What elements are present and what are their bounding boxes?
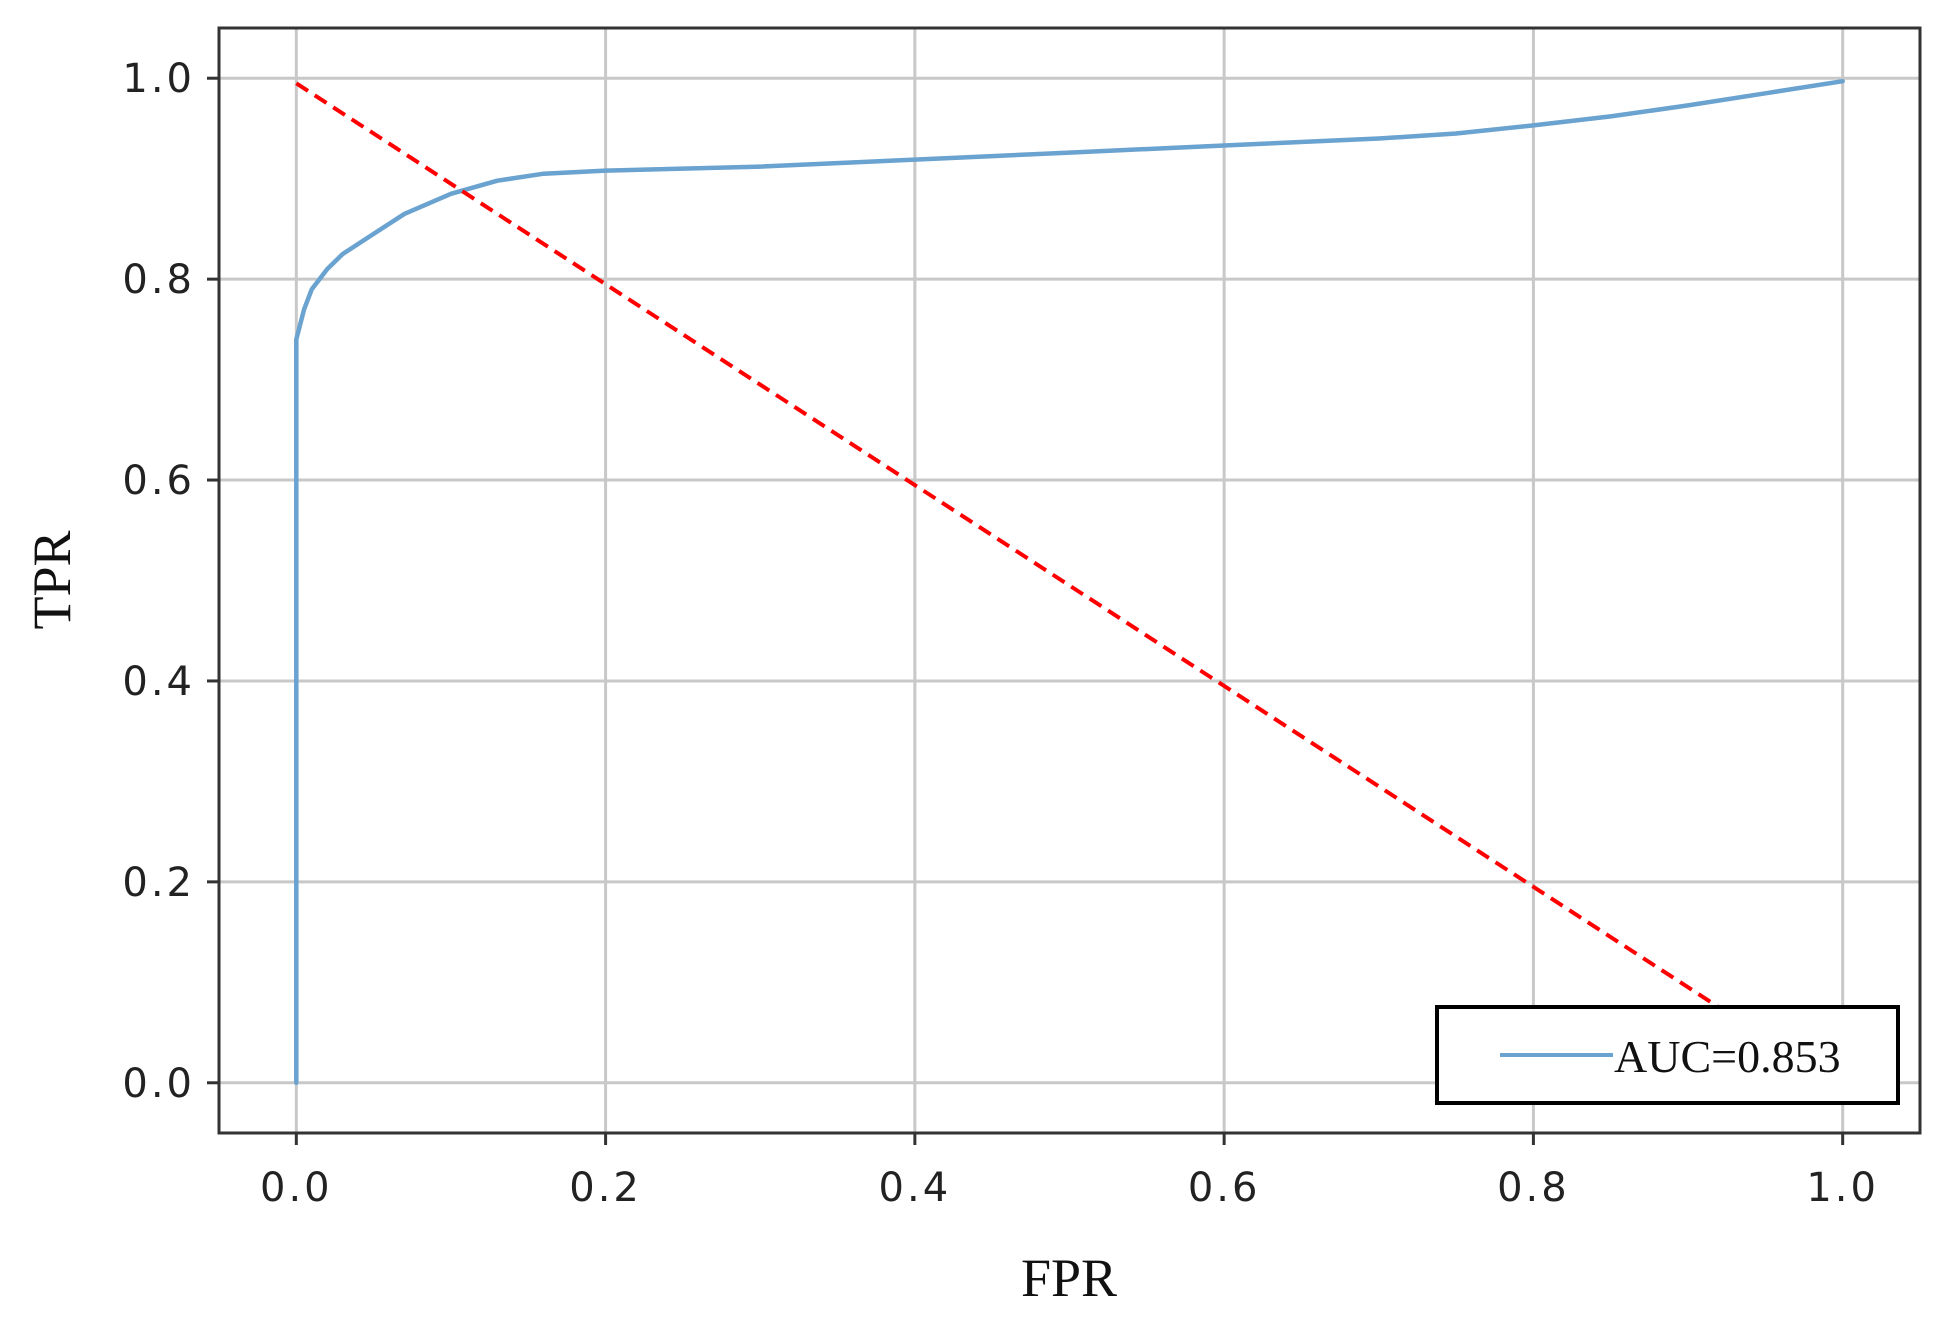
x-tick-label: 0.8 — [1497, 1165, 1570, 1211]
legend-label: AUC=0.853 — [1614, 1031, 1841, 1082]
y-tick-label: 0.6 — [122, 458, 195, 504]
y-tick-label: 1.0 — [122, 56, 195, 102]
plot-area — [219, 28, 1920, 1133]
x-tick-label: 0.0 — [260, 1165, 333, 1211]
x-axis-title: FPR — [1021, 1248, 1117, 1308]
axis-ticks: 0.0 0.2 0.4 0.6 0.8 1.0 0.0 0.2 0.4 0.6 0.8 1.0 — [122, 56, 1879, 1211]
plot-frame — [217, 26, 1922, 1135]
y-tick-label: 0.8 — [122, 257, 195, 303]
x-tick-label: 0.4 — [879, 1165, 952, 1211]
y-tick-label: 0.2 — [122, 860, 195, 906]
y-tick-label: 0.4 — [122, 659, 195, 705]
legend: AUC=0.853 — [1435, 1005, 1900, 1105]
grid-lines — [219, 28, 1920, 1133]
series-lines — [294, 78, 1845, 1086]
x-tick-label: 1.0 — [1806, 1165, 1879, 1211]
x-tick-label: 0.2 — [569, 1165, 642, 1211]
y-axis-title: TPR — [22, 530, 82, 629]
x-tick-label: 0.6 — [1188, 1165, 1261, 1211]
reference-diagonal-line — [295, 81, 1721, 1010]
roc-curve-line — [294, 78, 1845, 1086]
y-tick-label: 0.0 — [122, 1061, 195, 1107]
